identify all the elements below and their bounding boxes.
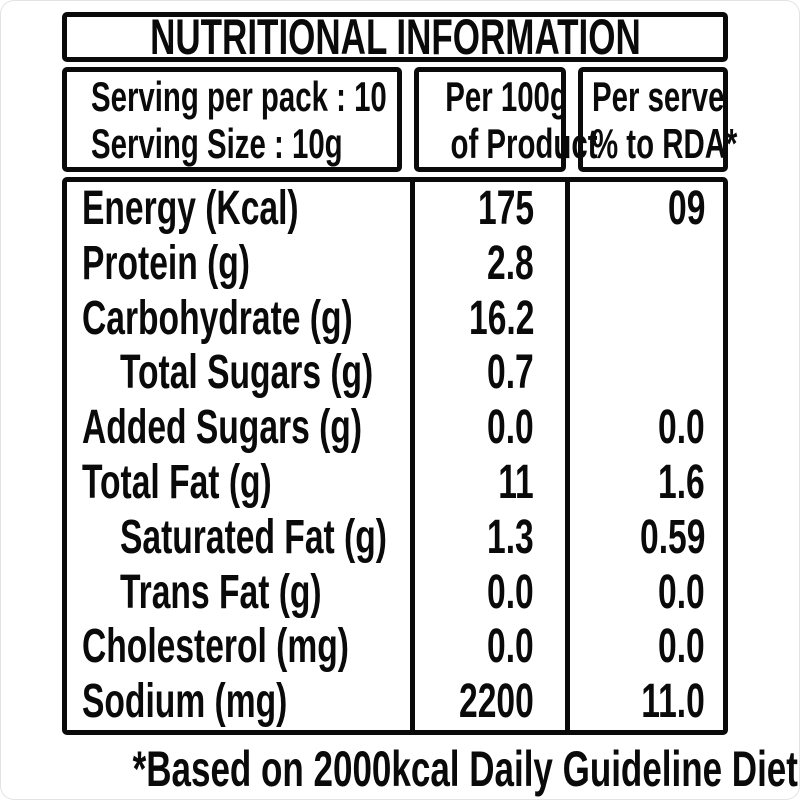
- nutrient-label: Carbohydrate (g): [82, 291, 353, 345]
- nutrient-label: Total Fat (g): [82, 455, 272, 509]
- per-serve-value: 09: [667, 182, 705, 235]
- per-serve-value-cell: 0.0: [570, 620, 723, 675]
- per-100g-value-cell: 2200: [415, 675, 570, 730]
- per-100g-value: 11: [498, 455, 534, 509]
- title-box: NUTRITIONAL INFORMATION: [62, 9, 728, 65]
- per-100g-line2: of Product: [450, 119, 598, 167]
- header-per-serve-cell: Per serve % to RDA*: [578, 67, 737, 172]
- table-row: Protein (g) 2.8: [67, 237, 723, 292]
- per-serve-value: 1.6: [658, 455, 705, 509]
- header-per-100g-cell: Per 100g of Product: [414, 67, 597, 172]
- table-row: Saturated Fat (g) 1.3 0.59: [67, 511, 723, 566]
- table-row: Total Sugars (g) 0.7: [67, 346, 723, 401]
- nutrient-label: Energy (Kcal): [82, 182, 299, 235]
- header-serving-cell: Serving per pack : 10 Serving Size : 10g: [62, 67, 402, 172]
- table-row: Trans Fat (g) 0.0 0.0: [67, 566, 723, 621]
- per-100g-value: 2.8: [487, 236, 534, 290]
- table-row: Cholesterol (mg) 0.0 0.0: [67, 620, 723, 675]
- per-100g-value: 1.3: [487, 510, 534, 564]
- per-serve-value: 11.0: [641, 675, 705, 729]
- per-serve-line2: % to RDA*: [592, 119, 738, 167]
- per-serve-value-cell: [570, 292, 723, 347]
- per-100g-value-cell: 0.0: [415, 620, 570, 675]
- nutrient-label: Protein (g): [82, 236, 250, 290]
- nutrient-label-cell: Total Fat (g): [67, 456, 415, 511]
- nutrient-label: Trans Fat (g): [120, 565, 322, 619]
- per-serve-value-cell: 1.6: [570, 456, 723, 511]
- per-serve-line1: Per serve: [592, 72, 725, 120]
- table-row: Total Fat (g) 11 1.6: [67, 456, 723, 511]
- per-100g-value: 175: [477, 182, 534, 235]
- nutrient-label-cell: Saturated Fat (g): [67, 511, 415, 566]
- per-100g-value-cell: 2.8: [415, 237, 570, 292]
- per-serve-value-cell: 11.0: [570, 675, 723, 730]
- per-100g-value: 2200: [459, 675, 534, 729]
- per-serve-value-cell: [570, 346, 723, 401]
- nutrient-label-cell: Trans Fat (g): [67, 566, 415, 621]
- nutrition-table: NUTRITIONAL INFORMATION Serving per pack…: [62, 9, 737, 735]
- nutrient-label-cell: Cholesterol (mg): [67, 620, 415, 675]
- footnote-text: *Based on 2000kcal Daily Guideline Diet.: [132, 741, 800, 797]
- per-100g-value-cell: 175: [415, 182, 570, 237]
- table-row: Added Sugars (g) 0.0 0.0: [67, 401, 723, 456]
- per-100g-line1: Per 100g: [445, 72, 568, 120]
- page-title: NUTRITIONAL INFORMATION: [149, 9, 641, 65]
- per-100g-value: 16.2: [468, 291, 534, 345]
- per-serve-value-cell: 0.0: [570, 566, 723, 621]
- per-100g-value-cell: 11: [415, 456, 570, 511]
- per-100g-value-cell: 1.3: [415, 511, 570, 566]
- per-100g-value: 0.0: [487, 620, 534, 674]
- per-serve-value-cell: 0.59: [570, 511, 723, 566]
- per-100g-value: 0.0: [487, 565, 534, 619]
- nutrient-label-cell: Sodium (mg): [67, 675, 415, 730]
- per-serve-value: 0.0: [658, 565, 705, 619]
- column-divider-2: [565, 182, 570, 730]
- per-serve-value: 0.59: [639, 510, 705, 564]
- nutrient-rows: Energy (Kcal) 175 09 Protein (g) 2.8 Carbohyd…: [67, 182, 723, 730]
- per-100g-value-cell: 16.2: [415, 292, 570, 347]
- per-serve-value-cell: 09: [570, 182, 723, 237]
- nutrient-label-cell: Energy (Kcal): [67, 182, 415, 237]
- header-row: Serving per pack : 10 Serving Size : 10g…: [62, 67, 737, 172]
- per-100g-value: 0.7: [487, 346, 534, 400]
- per-100g-value-cell: 0.7: [415, 346, 570, 401]
- per-100g-value-cell: 0.0: [415, 566, 570, 621]
- per-serve-value-cell: [570, 237, 723, 292]
- nutrient-label-cell: Added Sugars (g): [67, 401, 415, 456]
- serving-per-pack-text: Serving per pack : 10: [91, 72, 387, 120]
- nutrient-label: Cholesterol (mg): [82, 620, 349, 674]
- nutrient-label-cell: Total Sugars (g): [67, 346, 415, 401]
- nutrient-table-body: Energy (Kcal) 175 09 Protein (g) 2.8 Carbohyd…: [62, 177, 728, 735]
- table-row: Sodium (mg) 2200 11.0: [67, 675, 723, 730]
- per-serve-value: 0.0: [658, 401, 705, 455]
- per-100g-value-cell: 0.0: [415, 401, 570, 456]
- nutrient-label-cell: Carbohydrate (g): [67, 292, 415, 347]
- serving-size-text: Serving Size : 10g: [91, 119, 343, 167]
- nutrient-label: Sodium (mg): [82, 675, 288, 729]
- footnote: *Based on 2000kcal Daily Guideline Diet.: [0, 743, 800, 795]
- nutrient-label: Added Sugars (g): [82, 401, 363, 455]
- nutrient-label: Total Sugars (g): [120, 346, 374, 400]
- per-serve-value: 0.0: [658, 620, 705, 674]
- table-row: Carbohydrate (g) 16.2: [67, 292, 723, 347]
- column-divider-1: [410, 182, 415, 730]
- per-100g-value: 0.0: [487, 401, 534, 455]
- per-serve-value-cell: 0.0: [570, 401, 723, 456]
- nutrient-label-cell: Protein (g): [67, 237, 415, 292]
- nutrient-label: Saturated Fat (g): [120, 510, 387, 564]
- table-row: Energy (Kcal) 175 09: [67, 182, 723, 237]
